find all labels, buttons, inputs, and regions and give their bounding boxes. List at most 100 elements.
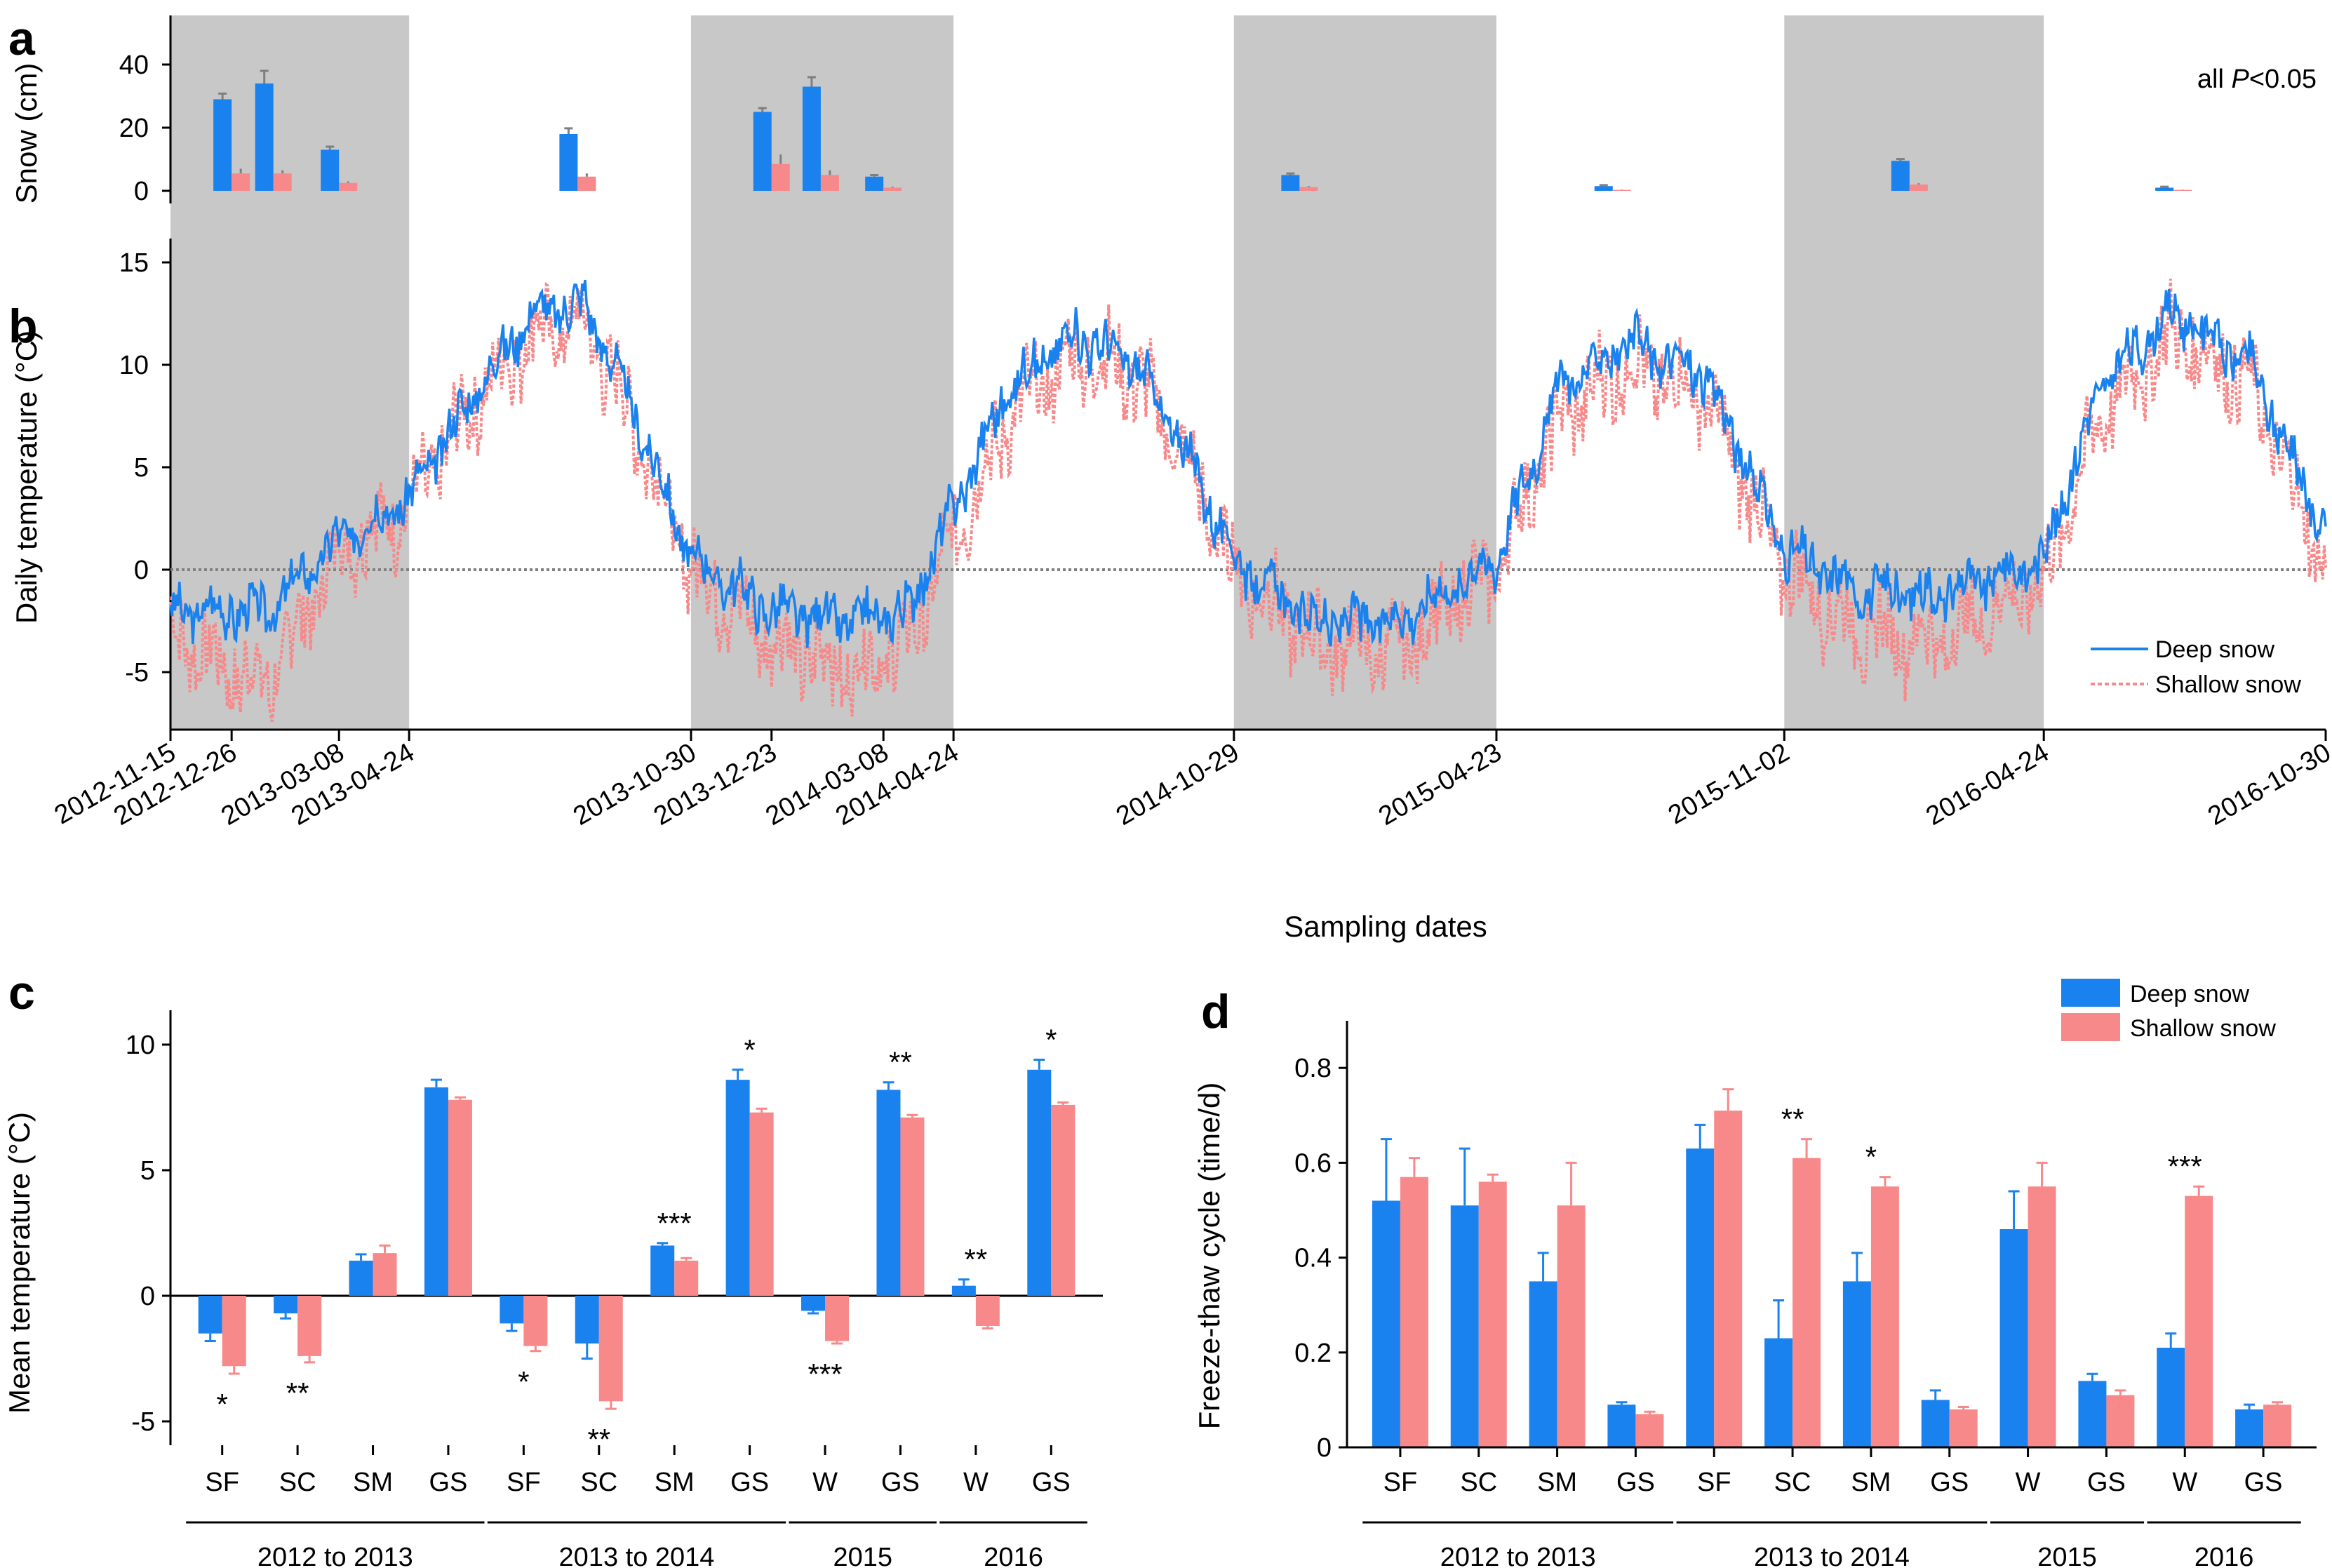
category-label: GS	[429, 1468, 468, 1497]
bar-shallow	[2106, 1395, 2135, 1447]
category-label: GS	[2087, 1468, 2126, 1497]
significance-marker: **	[286, 1376, 309, 1409]
bar-shallow	[1792, 1158, 1821, 1447]
bar-shallow	[2028, 1186, 2056, 1447]
panel-label-c: c	[8, 966, 35, 1019]
bar-deep	[1764, 1338, 1793, 1447]
bar-deep	[801, 1296, 826, 1311]
bar-shallow	[222, 1296, 246, 1367]
bar-shallow	[975, 1296, 1000, 1326]
category-label: SM	[1537, 1468, 1577, 1497]
y-tick-label: 0	[134, 177, 149, 206]
snow-bar-shallow	[1299, 187, 1318, 191]
snow-bar-deep	[1891, 161, 1910, 191]
significance-marker: *	[217, 1388, 228, 1421]
bar-deep	[1027, 1069, 1052, 1296]
snow-bar-deep	[865, 176, 884, 191]
category-label: GS	[881, 1468, 920, 1497]
snow-bar-shallow	[1909, 185, 1928, 191]
significance-note: all P<0.05	[2197, 65, 2317, 94]
group-label: 2015	[2037, 1543, 2097, 1568]
group-label: 2012 to 2013	[1440, 1543, 1596, 1568]
y-tick-label: 0	[140, 1282, 155, 1311]
bar-deep	[349, 1260, 373, 1296]
bar-deep	[1372, 1200, 1400, 1447]
significance-marker: **	[965, 1243, 988, 1276]
bar-shallow	[674, 1260, 699, 1296]
legend-deep-swatch	[2061, 979, 2120, 1007]
category-label: GS	[730, 1468, 769, 1497]
y-tick-label: 0.4	[1294, 1244, 1332, 1273]
significance-marker: *	[1045, 1023, 1057, 1056]
winter-band	[170, 15, 410, 730]
panel-label-d: d	[1201, 985, 1231, 1038]
category-label: SF	[507, 1468, 541, 1497]
category-label: W	[2172, 1468, 2197, 1497]
y-tick-label: 5	[140, 1156, 155, 1186]
snow-depth-chart: Snow (cm) all P<0.05 0 20 40	[10, 15, 2317, 206]
x-tick-label: 2016-04-24	[1921, 737, 2053, 831]
legend-deep-label: Deep snow	[2155, 636, 2275, 663]
y-tick-label: 10	[119, 351, 149, 380]
bar-deep	[1607, 1405, 1636, 1447]
significance-marker: *	[744, 1033, 755, 1066]
significance-marker: **	[587, 1423, 610, 1456]
bar-deep	[1921, 1400, 1950, 1447]
y-tick-label: 0.2	[1294, 1339, 1332, 1368]
legend-shallow-swatch	[2061, 1013, 2120, 1041]
panel-label-b: b	[8, 300, 38, 353]
category-label: SM	[353, 1468, 393, 1497]
bar-deep	[725, 1080, 750, 1296]
legend-shallow-label: Shallow snow	[2155, 671, 2301, 698]
bar-deep	[575, 1296, 599, 1344]
freeze-thaw-chart: Freeze-thaw cycle (time/d) Deep snow Sha…	[1193, 979, 2317, 1568]
bar-deep	[500, 1296, 524, 1324]
bar-deep	[1999, 1229, 2028, 1447]
bar-shallow	[297, 1296, 322, 1356]
bar-deep	[1450, 1205, 1479, 1447]
y-tick-label: 20	[119, 114, 149, 143]
bar-deep	[198, 1296, 222, 1334]
y-tick-label: 0.6	[1294, 1148, 1332, 1178]
group-label: 2013 to 2014	[1754, 1543, 1910, 1568]
x-tick-label: 2014-10-29	[1111, 737, 1244, 831]
category-label: W	[2016, 1468, 2041, 1497]
significance-marker: *	[1865, 1141, 1877, 1174]
bar-shallow	[1635, 1414, 1664, 1447]
temperature-y-axis-label: Daily temperature (°C)	[10, 330, 43, 624]
bar-deep	[2235, 1409, 2264, 1447]
category-label: W	[963, 1468, 989, 1497]
x-tick-label: 2016-10-30	[2203, 737, 2332, 831]
category-label: GS	[2244, 1468, 2283, 1497]
bar-shallow	[523, 1296, 548, 1346]
y-tick-label: 15	[119, 248, 149, 278]
bar-deep	[2078, 1381, 2107, 1447]
panel-label-a: a	[8, 12, 36, 65]
series-deep-snow-line	[169, 279, 2327, 648]
bar-shallow	[1400, 1177, 1428, 1447]
y-tick-label: 10	[126, 1031, 155, 1060]
snow-bar-shallow	[232, 173, 250, 191]
bar-shallow	[598, 1296, 623, 1402]
category-label: SF	[1383, 1468, 1418, 1497]
bar-shallow	[448, 1099, 472, 1296]
snow-bar-shallow	[273, 173, 292, 191]
category-label: SF	[205, 1468, 239, 1497]
snow-bar-shallow	[1612, 189, 1631, 191]
snow-bar-shallow	[2173, 189, 2192, 191]
snow-bar-deep	[255, 83, 274, 191]
winter-period-bands	[170, 15, 2044, 730]
category-label: GS	[1616, 1468, 1655, 1497]
freeze-thaw-y-axis-label: Freeze-thaw cycle (time/d)	[1193, 1083, 1226, 1430]
bar-shallow	[373, 1253, 397, 1296]
y-tick-label: 0	[134, 556, 149, 585]
snow-bar-deep	[2155, 187, 2174, 191]
x-tick-label: 2015-11-02	[1663, 737, 1795, 830]
category-label: SC	[1774, 1468, 1811, 1497]
category-label: SC	[279, 1468, 316, 1497]
snow-bar-deep	[753, 112, 772, 191]
x-tick-label: 2015-04-23	[1374, 737, 1506, 831]
sampling-dates-x-label: Sampling dates	[1284, 910, 1487, 943]
